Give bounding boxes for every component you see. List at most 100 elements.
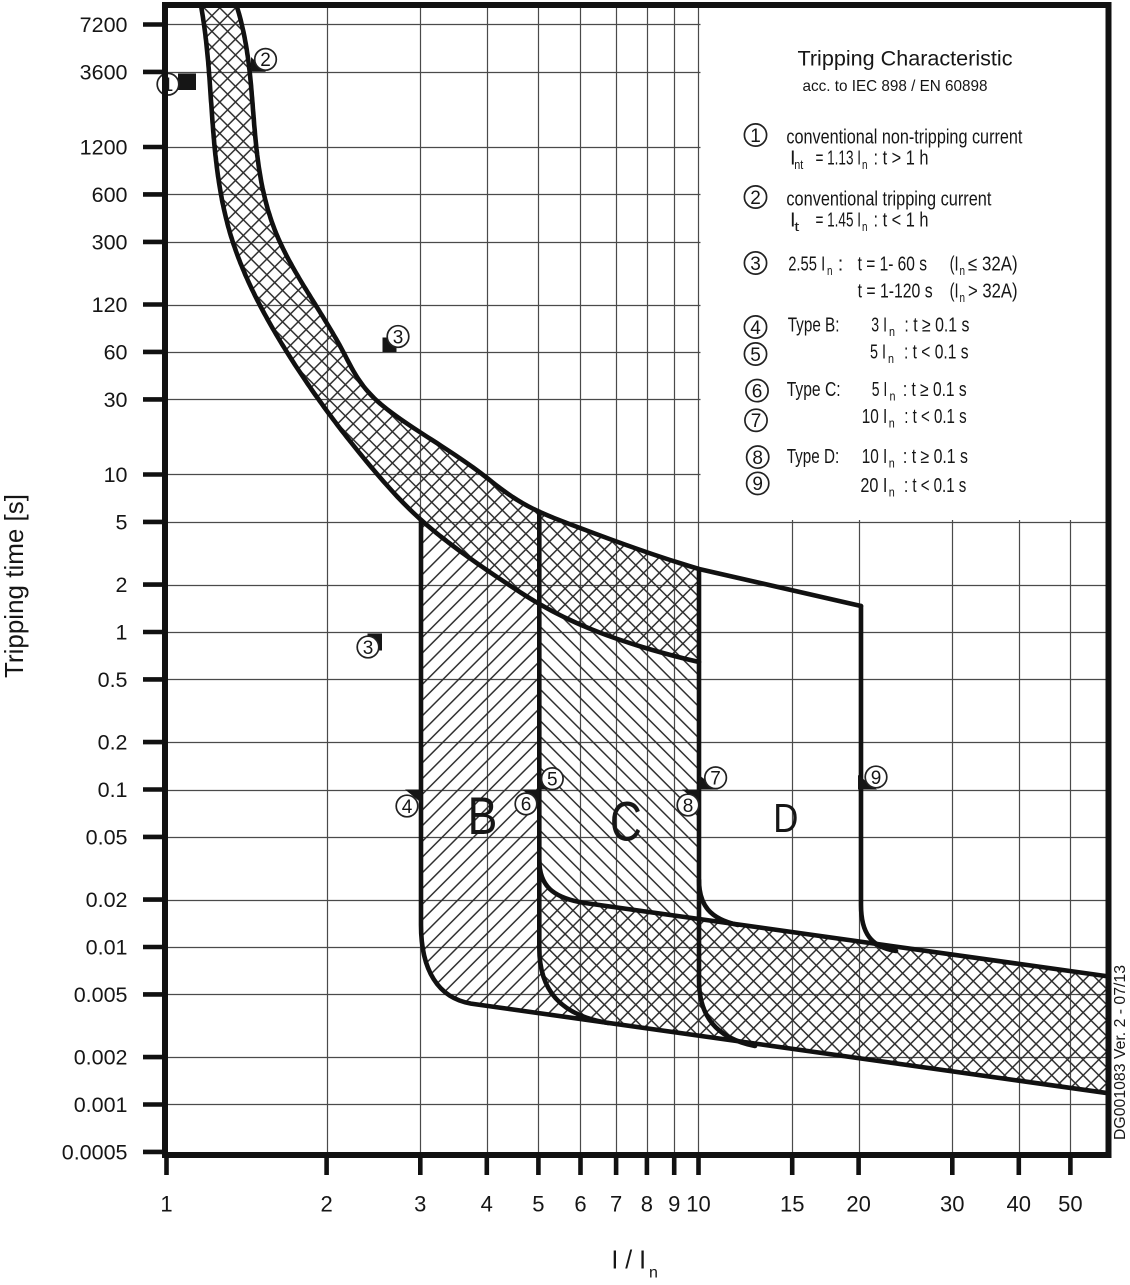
svg-text:: t < 1 h: : t < 1 h <box>874 210 929 232</box>
svg-text:8: 8 <box>683 796 694 817</box>
svg-text:n: n <box>960 263 966 278</box>
svg-text:9: 9 <box>752 474 763 495</box>
svg-text:n: n <box>889 455 895 470</box>
svg-text:30: 30 <box>104 388 128 412</box>
svg-text:I: I <box>790 148 796 170</box>
svg-text:n: n <box>649 1264 658 1280</box>
svg-text:n: n <box>862 157 868 172</box>
svg-text:10: 10 <box>686 1192 710 1217</box>
svg-text:9: 9 <box>871 768 882 789</box>
svg-text:0.05: 0.05 <box>86 825 128 849</box>
svg-text:0.2: 0.2 <box>98 731 128 755</box>
svg-text:10: 10 <box>104 463 128 487</box>
svg-text:(I: (I <box>950 281 959 303</box>
svg-text:5 I: 5 I <box>872 379 888 401</box>
svg-text:Type C:: Type C: <box>787 379 841 401</box>
svg-text:3: 3 <box>750 254 761 275</box>
svg-text:6: 6 <box>574 1192 586 1217</box>
svg-text:2: 2 <box>320 1192 332 1217</box>
svg-text:6: 6 <box>521 795 532 816</box>
svg-text:5 I: 5 I <box>870 342 886 364</box>
svg-text:30: 30 <box>940 1192 964 1217</box>
svg-text:: t < 0.1 s: : t < 0.1 s <box>904 475 966 497</box>
svg-text:: t > 1 h: : t > 1 h <box>874 148 929 170</box>
svg-text:15: 15 <box>780 1192 804 1217</box>
svg-text:: t < 0.1 s: : t < 0.1 s <box>904 342 969 364</box>
svg-text:: t ≥ 0.1 s: : t ≥ 0.1 s <box>904 315 969 337</box>
svg-text:1200: 1200 <box>80 136 128 160</box>
svg-text:I: I <box>790 210 796 232</box>
svg-text:n: n <box>889 416 895 431</box>
svg-text:Type D:: Type D: <box>787 446 840 468</box>
svg-text:7: 7 <box>710 769 721 790</box>
svg-text:0.02: 0.02 <box>86 888 128 912</box>
svg-text:n: n <box>889 485 895 500</box>
svg-text:5: 5 <box>116 510 128 534</box>
svg-text:50: 50 <box>1058 1192 1082 1217</box>
svg-text:10 I: 10 I <box>862 406 888 428</box>
svg-text:0.01: 0.01 <box>86 936 128 960</box>
svg-text:1: 1 <box>116 621 128 645</box>
svg-text:7: 7 <box>610 1192 622 1217</box>
svg-text:= 1.45 I: = 1.45 I <box>816 210 862 232</box>
svg-text:≤ 32A): ≤ 32A) <box>968 254 1018 276</box>
svg-text:4: 4 <box>750 318 761 339</box>
svg-text:2: 2 <box>116 573 128 597</box>
svg-text:(I: (I <box>950 254 959 276</box>
svg-text:B: B <box>468 787 498 846</box>
svg-text:20: 20 <box>846 1192 870 1217</box>
svg-text:120: 120 <box>92 293 128 317</box>
svg-text:0.5: 0.5 <box>98 668 128 692</box>
svg-text:conventional non-tripping curr: conventional non-tripping current <box>786 127 1022 149</box>
svg-text:= 1.13 I: = 1.13 I <box>816 148 862 170</box>
svg-text:n: n <box>960 290 966 305</box>
svg-text:t = 1- 60 s: t = 1- 60 s <box>858 254 927 276</box>
svg-text:n: n <box>888 351 894 366</box>
svg-text:3600: 3600 <box>80 60 128 84</box>
svg-text:4: 4 <box>402 797 413 818</box>
svg-text:300: 300 <box>92 230 128 254</box>
svg-text:> 32A): > 32A) <box>968 281 1018 303</box>
svg-text:0.0005: 0.0005 <box>62 1140 128 1164</box>
svg-text:nt: nt <box>794 157 803 172</box>
svg-text:9: 9 <box>668 1192 680 1217</box>
svg-text:8: 8 <box>752 448 763 469</box>
svg-text:5: 5 <box>750 345 761 366</box>
svg-text:7200: 7200 <box>80 13 128 37</box>
svg-text:1: 1 <box>160 1192 172 1217</box>
svg-text:3 I: 3 I <box>871 315 887 337</box>
svg-text:7: 7 <box>751 411 762 432</box>
svg-text:: t ≥ 0.1 s: : t ≥ 0.1 s <box>903 379 967 401</box>
svg-text:C: C <box>610 790 642 853</box>
svg-text:3: 3 <box>393 327 404 348</box>
svg-text:t: t <box>794 219 800 234</box>
svg-text:n: n <box>889 324 895 339</box>
svg-text:20 I: 20 I <box>860 475 887 497</box>
svg-text:40: 40 <box>1007 1192 1031 1217</box>
svg-text:0.002: 0.002 <box>74 1046 128 1070</box>
svg-text:4: 4 <box>481 1192 493 1217</box>
svg-text:3: 3 <box>414 1192 426 1217</box>
svg-text:5: 5 <box>547 769 558 790</box>
svg-text:Tripping Characteristic: Tripping Characteristic <box>798 46 1013 71</box>
svg-text:n: n <box>862 219 868 234</box>
svg-text:6: 6 <box>752 381 763 402</box>
svg-text:DG001083 Ver. 2 - 07/13: DG001083 Ver. 2 - 07/13 <box>1112 965 1129 1140</box>
svg-text:I / I: I / I <box>611 1245 646 1275</box>
svg-text:: t < 0.1 s: : t < 0.1 s <box>904 406 966 428</box>
svg-text:600: 600 <box>92 183 128 207</box>
svg-text:10 I: 10 I <box>862 446 888 468</box>
svg-text:D: D <box>773 795 798 841</box>
svg-text:60: 60 <box>104 340 128 364</box>
svg-text:1: 1 <box>750 126 761 147</box>
svg-text:5: 5 <box>532 1192 544 1217</box>
svg-text:0.1: 0.1 <box>98 778 128 802</box>
svg-text:0.005: 0.005 <box>74 983 128 1007</box>
svg-text:: t ≥ 0.1 s: : t ≥ 0.1 s <box>903 446 968 468</box>
svg-text:conventional tripping current: conventional tripping current <box>786 189 991 211</box>
svg-text:2.55 I: 2.55 I <box>788 254 825 276</box>
svg-text:3: 3 <box>363 638 374 659</box>
svg-text:n: n <box>827 263 833 278</box>
svg-text:2: 2 <box>750 188 761 209</box>
svg-text:acc. to IEC 898 / EN 60898: acc. to IEC 898 / EN 60898 <box>803 78 988 95</box>
